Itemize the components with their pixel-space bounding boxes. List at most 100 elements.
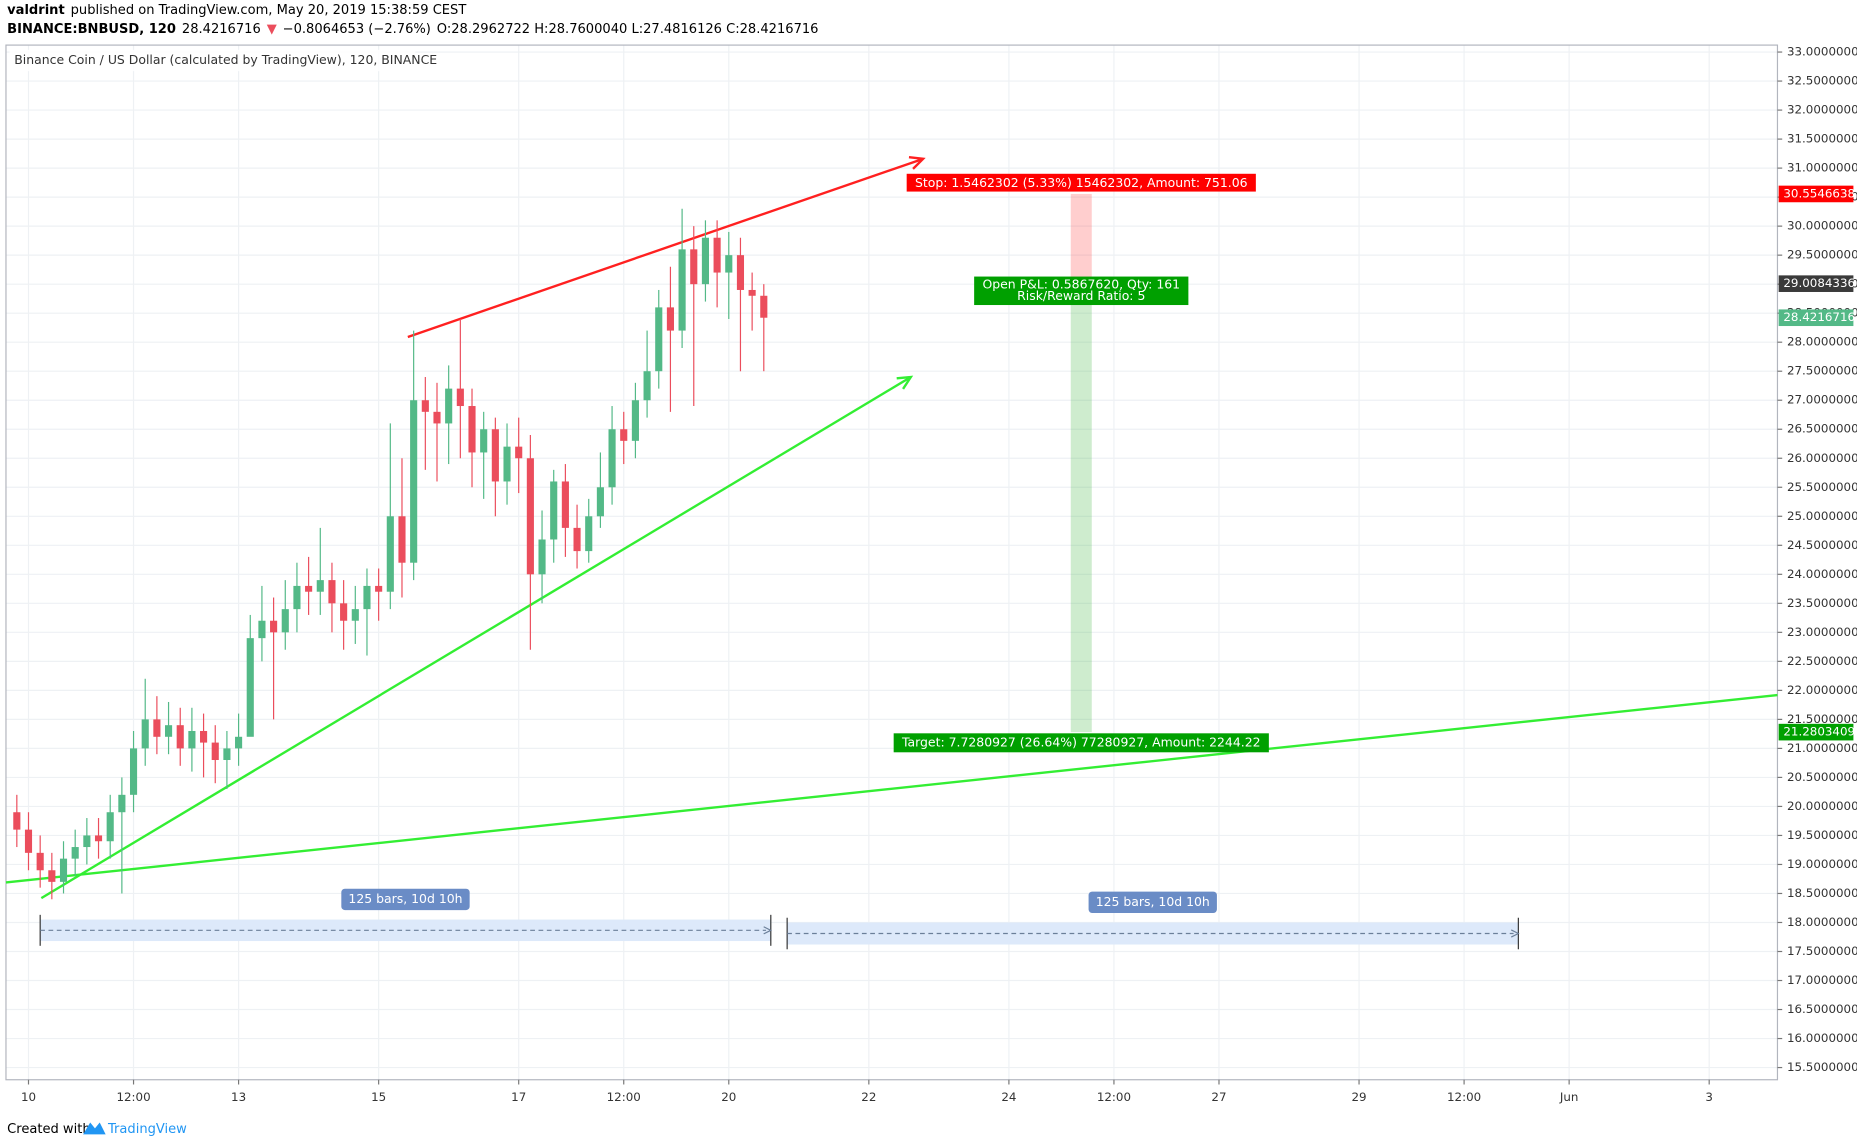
trend-line [407,157,924,339]
brand-logo [83,1122,106,1135]
candle-body [71,847,79,859]
candle-body [410,400,418,563]
y-tick-label: 25.5000000 [1787,480,1857,494]
candle-body [655,307,663,372]
candle-body [386,516,394,592]
x-tick-label: Jun [1559,1090,1579,1104]
candle-body [585,516,593,552]
date-range-label: 125 bars, 10d 10h [348,891,462,906]
y-tick-label: 28.0000000 [1787,335,1857,349]
candle-body [736,255,745,290]
candle-body [456,388,464,407]
candle-body [480,429,488,453]
candle-body [620,429,628,441]
candle-body [188,730,196,749]
target-zone [1070,283,1092,733]
x-tick-label: 12:00 [607,1090,641,1104]
price-label: 21.2803409 [1783,725,1855,739]
candle-body [538,539,546,575]
candle-body [666,307,674,331]
target-label: Target: 7.7280927 (26.64%) 77280927, Amo… [901,734,1261,749]
y-tick-label: 15.5000000 [1787,1060,1857,1074]
y-tick-label: 23.5000000 [1787,596,1857,610]
candle-body [235,736,243,749]
x-tick-label: 15 [371,1090,386,1104]
candle-body [515,446,523,459]
y-tick-label: 27.5000000 [1787,364,1857,378]
candle-body [631,400,639,441]
x-tick-label: 12:00 [116,1090,150,1104]
candle-body [293,585,301,610]
y-tick-label: 27.0000000 [1787,393,1857,407]
y-tick-label: 31.5000000 [1787,132,1857,146]
y-tick-label: 25.0000000 [1787,509,1857,523]
ohlc: O:28.2962722 H:28.7600040 L:27.4816126 C… [437,22,819,37]
candle-body [643,371,651,401]
y-tick-label: 32.5000000 [1787,74,1857,88]
x-tick-label: 24 [1001,1090,1016,1104]
date-range-label-bg [1088,891,1217,913]
candle-body [550,481,558,540]
candle-body [375,585,383,592]
published: published on TradingView.com, May 20, 20… [71,3,467,18]
footer-created: Created with [7,1122,90,1137]
stop-label-bg [906,173,1256,192]
candle-body [141,719,149,749]
price-label: 30.5546638 [1783,186,1855,200]
date-range-arrow [763,926,773,935]
candle-body [223,748,231,761]
price-label: 28.4216716 [1783,310,1855,324]
y-tick-label: 23.0000000 [1787,625,1857,639]
y-tick-label: 31.0000000 [1787,161,1857,175]
y-tick-label: 21.5000000 [1787,712,1857,726]
candle-body [351,609,359,621]
x-tick-label: 22 [861,1090,876,1104]
candle-body [363,585,371,610]
candle-body [176,725,184,749]
x-tick-label: 13 [231,1090,246,1104]
candle-body [421,400,429,412]
plot-frame [5,44,1779,1081]
pnl-label: Open P&L: 0.5867620, Qty: 161 [982,276,1180,291]
candle-body [153,719,161,737]
chart-title: Binance Coin / US Dollar (calculated by … [14,52,437,67]
y-tick-label: 21.0000000 [1787,741,1857,755]
x-tick-label: 3 [1705,1090,1713,1104]
stop-zone [1070,193,1092,284]
y-tick-label: 22.0000000 [1787,683,1857,697]
candle-body [678,249,686,331]
rr-label: Risk/Reward Ratio: 5 [1017,288,1145,303]
title-bg [9,49,416,72]
x-tick-label: 12:00 [1447,1090,1481,1104]
y-tick-label: 18.5000000 [1787,886,1857,900]
candle-body [690,249,698,285]
candle-body [94,835,103,842]
x-tick-label: 20 [721,1090,736,1104]
x-tick-label: 27 [1211,1090,1226,1104]
candle-body [48,870,56,882]
trend-arrow [896,375,914,390]
symbol: BINANCE:BNBUSD, 120 [7,22,176,37]
trend-arrow [908,155,926,170]
candle-body [164,725,173,737]
candle-body [748,289,756,296]
candle-body [608,429,616,488]
y-tick-label: 16.5000000 [1787,1002,1857,1016]
y-tick-label: 18.0000000 [1787,915,1857,929]
pnl-label-bg [974,276,1189,306]
y-tick-label: 22.5000000 [1787,654,1857,668]
price-label-bg [1778,185,1854,203]
candle-body [491,429,499,482]
candle-body [118,794,126,813]
candle-body [433,411,441,424]
trend-line [5,693,1778,884]
y-tick-label: 20.0000000 [1787,799,1857,813]
y-tick-label: 30.0000000 [1787,219,1857,233]
price-label-bg [1778,275,1854,292]
candle-body [36,852,44,871]
footer-brand: TradingView [107,1122,187,1137]
y-tick-label: 19.5000000 [1787,828,1857,842]
candle-body [83,835,91,848]
last-price: 28.4216716 [182,22,261,37]
